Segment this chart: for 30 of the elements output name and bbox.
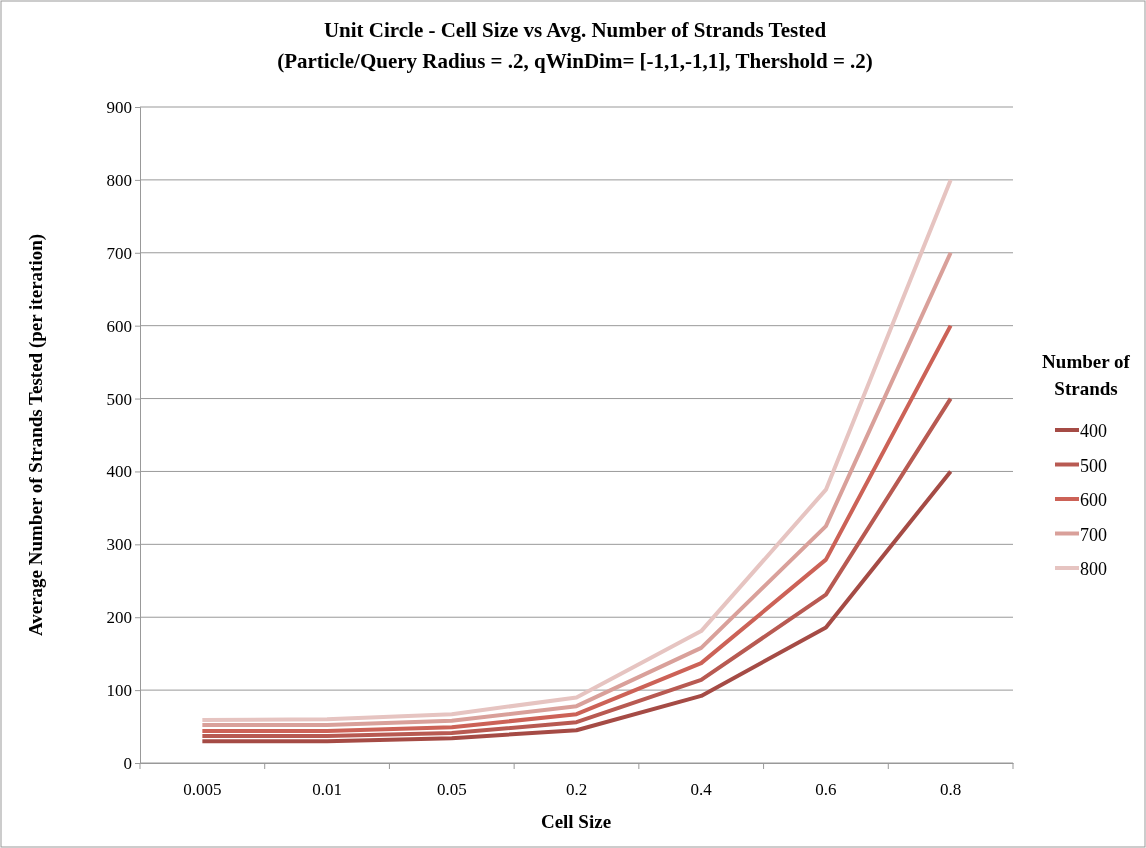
legend-title: Number of Strands: [1042, 351, 1131, 399]
legend-label: 700: [1080, 524, 1107, 545]
x-tick-label: 0.4: [690, 780, 713, 800]
x-tick-label: 0.005: [183, 780, 222, 800]
y-tick-label: 600: [106, 316, 132, 336]
y-tick-label: 300: [106, 535, 132, 555]
legend-label: 800: [1080, 559, 1107, 579]
y-tick-label: 0: [123, 753, 132, 773]
y-tick-label: 800: [106, 170, 132, 190]
line-series: [200, 323, 953, 733]
y-tick-label: 100: [106, 681, 132, 701]
x-tick-label: 0.01: [312, 780, 342, 800]
x-tick-label: 0.6: [815, 780, 837, 800]
y-tick-label: 900: [106, 97, 132, 117]
line-series: [200, 396, 953, 739]
y-axis-title: Average Number of Strands Tested (per iteration): [25, 233, 47, 637]
y-tick-label: 500: [106, 389, 132, 409]
chart-subtitle: (Particle/Query Radius = .2, qWinDim= [-1,1,-1,1], Thershold = .2): [277, 49, 873, 73]
x-tick-label: 0.05: [436, 780, 467, 800]
x-axis-title: Cell Size: [540, 811, 612, 832]
line-series: [200, 469, 953, 744]
legend-label: 500: [1080, 455, 1107, 476]
y-tick-label: 700: [106, 243, 132, 263]
y-tick-label: 200: [106, 608, 132, 628]
x-tick-label: 0.8: [940, 780, 962, 800]
y-tick-label: 400: [106, 462, 132, 482]
chart-title: Unit Circle - Cell Size vs Avg. Number of Strands Tested: [323, 18, 827, 42]
legend-label: 400: [1080, 421, 1107, 441]
x-tick-label: 0.2: [565, 780, 588, 800]
legend-label: 600: [1080, 490, 1107, 510]
